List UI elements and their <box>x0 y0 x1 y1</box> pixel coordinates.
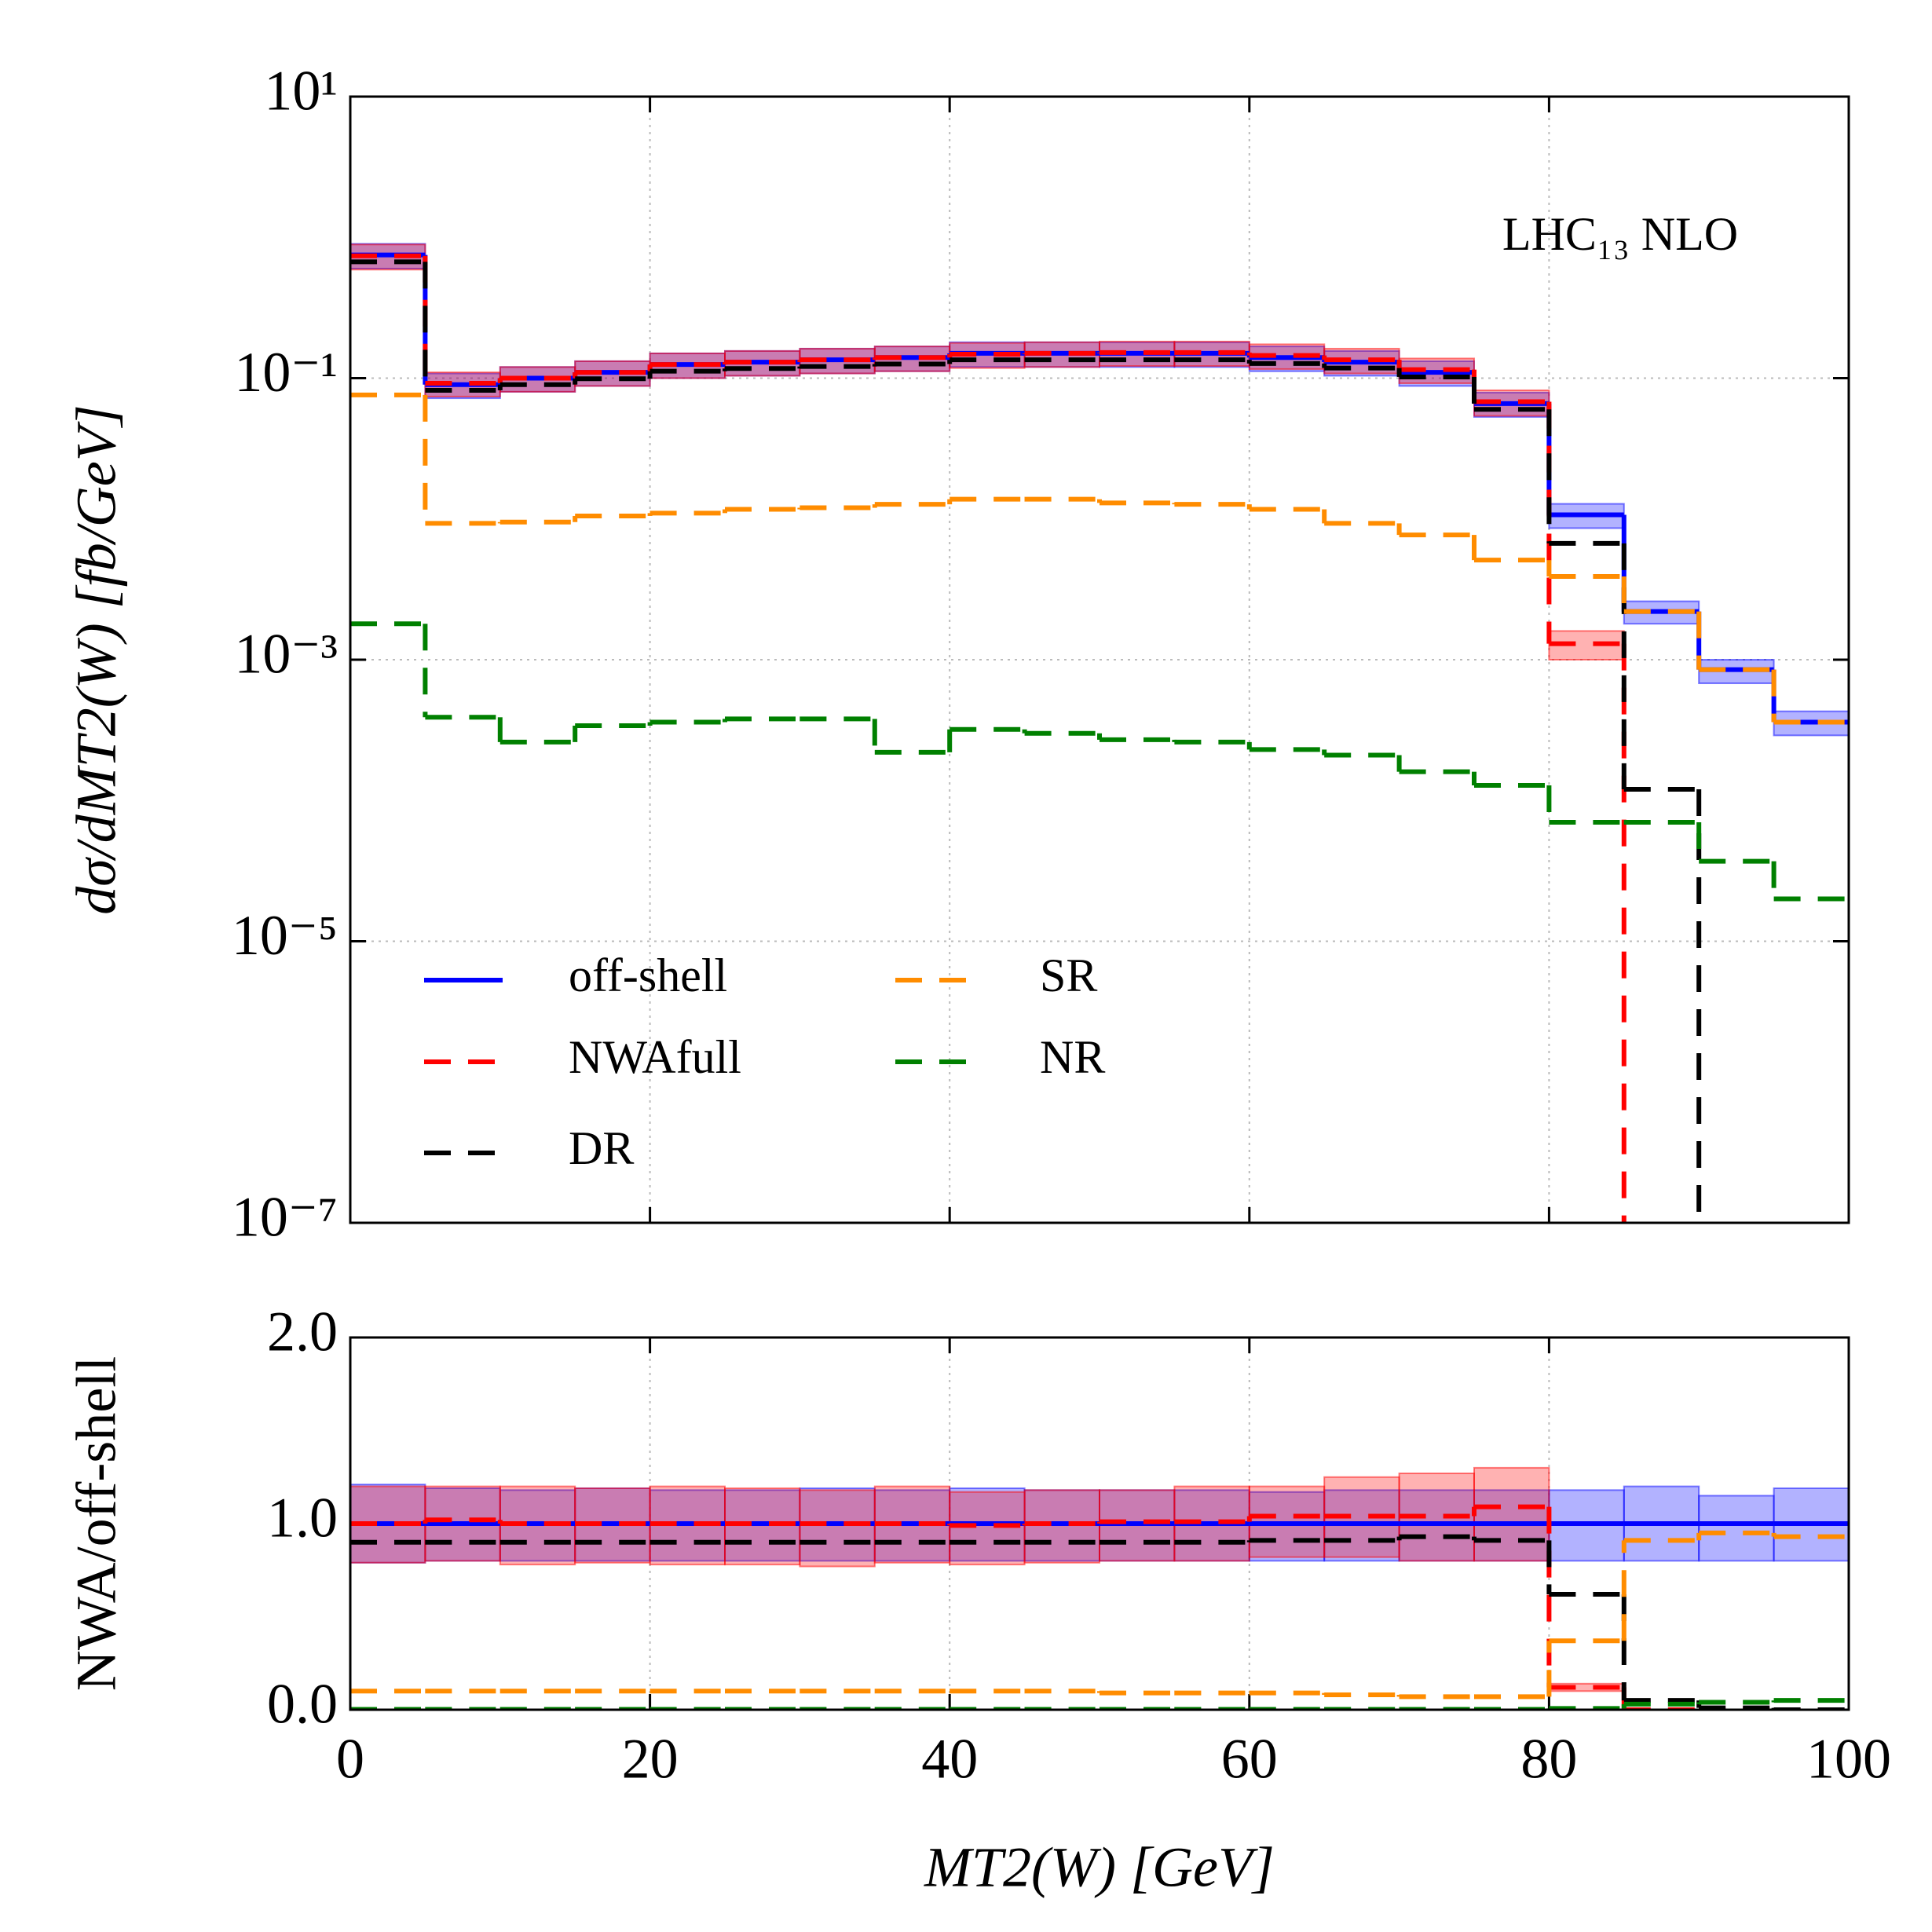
x-tick-label: 60 <box>1221 1728 1278 1791</box>
legend-label: SR <box>1040 950 1097 1001</box>
legend-label: off-shell <box>569 950 727 1001</box>
y-tick-label: 1.0 <box>267 1487 338 1550</box>
uncertainty-band <box>949 1491 1026 1566</box>
uncertainty-band <box>1248 1491 1326 1562</box>
x-axis-label: MT2(W) [GeV] <box>924 1836 1275 1899</box>
y-tick-label: 10⁻¹ <box>234 341 338 404</box>
axes-frame <box>349 95 1850 1224</box>
x-tick-label: 80 <box>1520 1728 1577 1791</box>
axes-frame <box>349 1336 1850 1711</box>
annotation: LHC₁₃ NLO <box>1502 208 1738 260</box>
x-tick-label: 20 <box>622 1728 679 1791</box>
x-tick-label: 0 <box>336 1728 364 1791</box>
plot-area <box>350 1466 1849 1710</box>
legend-label: NR <box>1040 1031 1105 1083</box>
y-tick-label: 10⁻³ <box>234 623 338 686</box>
y-axis-label: dσ/dMT2(W) [fb/GeV] <box>65 404 128 914</box>
plot-area <box>350 243 1849 1223</box>
x-tick-label: 40 <box>921 1728 978 1791</box>
x-tick-label: 100 <box>1806 1728 1891 1791</box>
uncertainty-band <box>1023 1489 1100 1564</box>
y-tick-label: 10⁻⁷ <box>232 1186 338 1249</box>
y-tick-label: 10⁻⁵ <box>232 904 338 967</box>
y-tick-label: 0.0 <box>267 1673 338 1736</box>
y-tick-label: 10¹ <box>264 60 338 123</box>
y-axis-label: NWA/off-shell <box>65 1356 128 1692</box>
legend-label: NWAfull <box>569 1031 741 1083</box>
uncertainty-band <box>1473 1466 1550 1562</box>
uncertainty-band <box>724 1487 801 1566</box>
uncertainty-band <box>1698 1495 1775 1562</box>
y-tick-label: 2.0 <box>267 1301 338 1363</box>
uncertainty-band <box>799 1489 876 1568</box>
legend-label: DR <box>569 1122 634 1174</box>
